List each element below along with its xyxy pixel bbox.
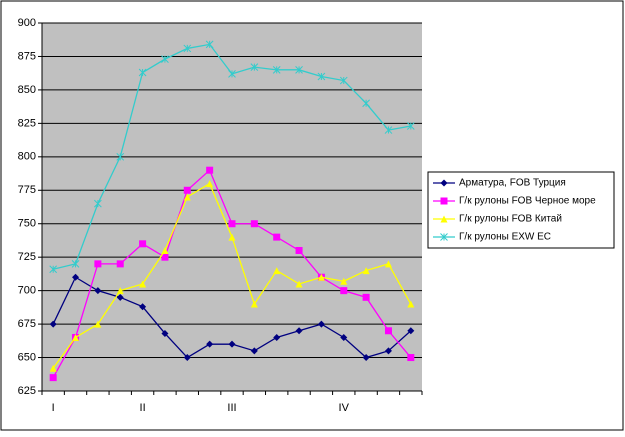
marker [273,233,281,241]
x-tick-label: II [140,402,146,414]
marker [161,329,169,337]
marker [250,347,258,355]
legend-label: Арматура, FOB Турция [459,178,566,189]
marker [273,333,281,341]
marker [340,333,348,341]
marker [183,186,191,194]
marker [407,300,415,308]
marker [273,267,281,275]
marker [362,267,370,275]
marker [183,354,191,362]
marker [206,180,214,188]
legend-label: Г/к рулоны FOB Черное море [459,196,596,207]
marker [317,320,325,328]
marker [362,99,370,108]
marker [339,76,348,85]
legend-label: Г/к рулоны EXW EC [459,232,551,243]
x-tick-label: IV [339,402,350,414]
marker [340,287,348,295]
legend-marker [440,197,448,205]
marker [295,65,303,74]
marker [295,327,303,335]
marker [94,320,102,328]
legend-marker [440,179,448,187]
marker [139,240,147,248]
marker [161,246,169,254]
marker [250,220,258,228]
y-tick-label: 650 [18,351,36,363]
marker [116,293,124,301]
marker [250,300,258,308]
legend-label: Г/к рулоны FOB Китай [459,214,562,225]
marker [139,303,147,311]
marker [384,327,392,335]
marker [295,280,303,288]
marker [116,152,125,161]
marker [72,333,80,341]
legend-box [427,171,615,249]
marker [116,287,124,295]
y-tick-label: 675 [18,318,36,330]
marker [206,340,214,348]
marker [384,126,393,134]
marker [384,260,392,268]
marker [94,260,102,268]
marker [94,199,102,208]
marker [317,273,325,281]
marker [250,63,259,72]
marker [138,68,147,77]
marker [317,72,326,81]
y-tick-label: 900 [18,17,36,29]
marker [49,364,57,372]
marker [183,44,192,53]
y-tick-label: 875 [18,50,36,62]
y-tick-label: 800 [18,151,36,163]
marker [406,122,415,130]
marker [161,55,169,63]
marker [72,273,80,281]
y-tick-label: 750 [18,218,36,230]
marker [94,287,102,295]
marker [139,280,147,288]
y-tick-label: 825 [18,117,36,129]
marker [49,320,57,328]
marker [407,327,415,335]
marker [161,253,169,261]
y-tick-label: 700 [18,285,36,297]
legend-marker [440,233,448,241]
marker [362,293,370,301]
marker [49,374,57,382]
marker [362,354,370,362]
marker [116,260,124,268]
marker [206,166,214,174]
marker [295,246,303,254]
marker [340,277,348,285]
x-tick-label: III [227,402,236,414]
plot-area [42,23,422,391]
marker [71,260,80,268]
legend-marker [440,215,448,223]
y-tick-label: 775 [18,184,36,196]
marker [384,347,392,355]
x-tick-label: I [52,402,55,414]
marker [228,220,236,228]
marker [407,354,415,362]
marker [183,193,191,201]
y-tick-label: 850 [18,84,36,96]
marker [228,69,236,78]
y-tick-label: 725 [18,251,36,263]
marker [228,340,236,348]
marker [228,233,236,241]
marker [205,40,214,49]
marker [49,265,58,274]
y-tick-label: 625 [18,385,36,397]
marker [272,65,281,74]
